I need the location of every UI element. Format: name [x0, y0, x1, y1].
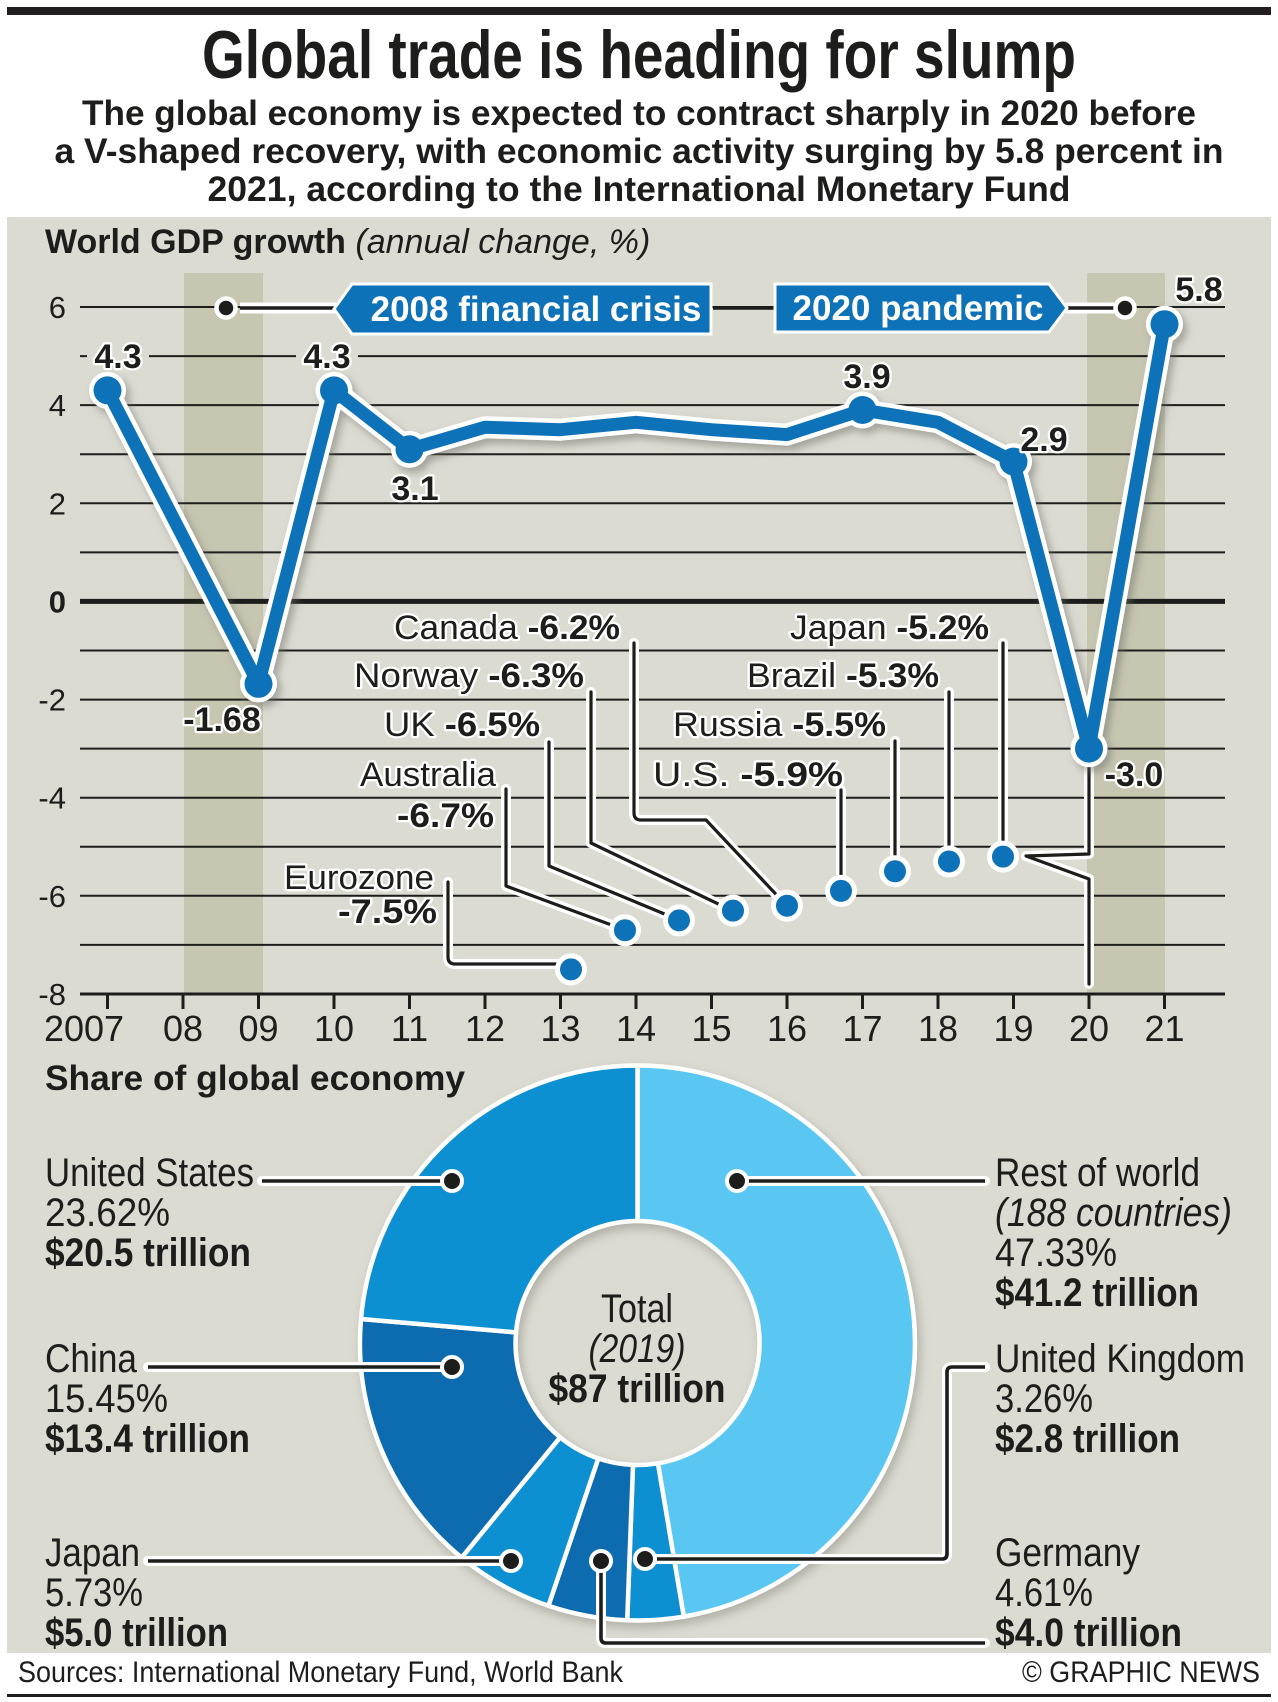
svg-text:The global economy is expected: The global economy is expected to contra…	[82, 94, 1196, 133]
svg-text:2008 financial crisis: 2008 financial crisis	[371, 290, 702, 329]
svg-text:4: 4	[49, 388, 66, 423]
svg-text:-1.68: -1.68	[183, 701, 261, 739]
svg-text:15: 15	[691, 1008, 731, 1049]
svg-text:11: 11	[391, 1008, 428, 1049]
svg-text:5.8: 5.8	[1175, 271, 1222, 309]
svg-text:Japan: Japan	[45, 1531, 140, 1575]
svg-text:China: China	[45, 1337, 138, 1381]
svg-text:13: 13	[540, 1008, 580, 1049]
svg-text:Norway -6.3%: Norway -6.3%	[354, 657, 584, 695]
svg-text:$5.0 trillion: $5.0 trillion	[45, 1611, 228, 1655]
svg-text:$87 trillion: $87 trillion	[549, 1367, 726, 1411]
svg-text:UK -6.5%: UK -6.5%	[384, 706, 540, 744]
svg-text:15.45%: 15.45%	[45, 1377, 168, 1421]
svg-text:0: 0	[49, 584, 66, 619]
svg-text:a V-shaped recovery, with econ: a V-shaped recovery, with economic activ…	[55, 132, 1224, 171]
svg-text:12: 12	[465, 1008, 505, 1049]
svg-text:$2.8 trillion: $2.8 trillion	[995, 1417, 1180, 1461]
svg-text:10: 10	[314, 1008, 354, 1049]
svg-text:17: 17	[842, 1008, 882, 1049]
svg-text:Germany: Germany	[995, 1531, 1140, 1575]
svg-text:Australia: Australia	[360, 756, 496, 794]
svg-text:47.33%: 47.33%	[995, 1231, 1117, 1275]
svg-text:-7.5%: -7.5%	[338, 893, 437, 931]
svg-text:20: 20	[1069, 1008, 1109, 1049]
svg-text:Eurozone: Eurozone	[284, 859, 434, 897]
svg-text:Canada -6.2%: Canada -6.2%	[394, 609, 620, 647]
svg-text:5.73%: 5.73%	[45, 1571, 143, 1615]
svg-text:-4: -4	[38, 781, 66, 816]
svg-text:(2019): (2019)	[589, 1327, 686, 1371]
svg-text:6: 6	[49, 290, 66, 325]
svg-text:2020 pandemic: 2020 pandemic	[793, 289, 1044, 328]
svg-text:21: 21	[1144, 1008, 1184, 1049]
svg-text:U.S. -5.9%: U.S. -5.9%	[653, 756, 843, 794]
svg-text:-2: -2	[38, 683, 66, 718]
svg-text:Rest of world: Rest of world	[995, 1151, 1200, 1195]
svg-text:United States: United States	[45, 1151, 254, 1195]
svg-text:2007: 2007	[44, 1008, 124, 1049]
svg-text:$13.4 trillion: $13.4 trillion	[45, 1417, 250, 1461]
svg-text:Global trade is heading for sl: Global trade is heading for slump	[202, 17, 1076, 93]
svg-text:-6: -6	[38, 879, 66, 914]
svg-text:Share of global economy: Share of global economy	[45, 1059, 466, 1098]
svg-text:Russia -5.5%: Russia -5.5%	[673, 706, 886, 744]
svg-text:© GRAPHIC NEWS: © GRAPHIC NEWS	[1022, 1656, 1260, 1689]
svg-text:3.9: 3.9	[843, 358, 890, 396]
svg-text:-3.0: -3.0	[1105, 756, 1164, 794]
svg-text:3.1: 3.1	[391, 470, 438, 508]
svg-text:(188 countries): (188 countries)	[995, 1191, 1232, 1235]
svg-text:$4.0 trillion: $4.0 trillion	[995, 1611, 1182, 1655]
svg-text:14: 14	[616, 1008, 656, 1049]
svg-text:Total: Total	[601, 1287, 673, 1331]
svg-text:United Kingdom: United Kingdom	[995, 1337, 1245, 1381]
svg-text:4.3: 4.3	[303, 338, 350, 376]
svg-text:3.26%: 3.26%	[995, 1377, 1093, 1421]
svg-text:18: 18	[918, 1008, 958, 1049]
svg-text:-6.7%: -6.7%	[397, 797, 494, 835]
svg-text:-8: -8	[38, 977, 66, 1012]
svg-text:19: 19	[993, 1008, 1033, 1049]
svg-text:23.62%: 23.62%	[45, 1191, 170, 1235]
svg-text:2021, according to the Interna: 2021, according to the International Mon…	[208, 170, 1071, 209]
svg-text:09: 09	[238, 1008, 278, 1049]
svg-text:2.9: 2.9	[1020, 421, 1067, 459]
svg-text:08: 08	[163, 1008, 203, 1049]
svg-text:4.61%: 4.61%	[995, 1571, 1093, 1615]
svg-text:16: 16	[767, 1008, 807, 1049]
svg-text:Brazil -5.3%: Brazil -5.3%	[747, 657, 939, 695]
svg-text:Sources: International Monetar: Sources: International Monetary Fund, Wo…	[18, 1656, 624, 1689]
svg-text:Japan -5.2%: Japan -5.2%	[790, 609, 989, 647]
svg-text:$20.5 trillion: $20.5 trillion	[45, 1231, 251, 1275]
svg-text:World GDP growth (annual chang: World GDP growth (annual change, %)	[45, 223, 650, 261]
svg-text:4.3: 4.3	[94, 338, 141, 376]
svg-text:2: 2	[49, 486, 66, 521]
svg-text:$41.2 trillion: $41.2 trillion	[995, 1271, 1199, 1315]
